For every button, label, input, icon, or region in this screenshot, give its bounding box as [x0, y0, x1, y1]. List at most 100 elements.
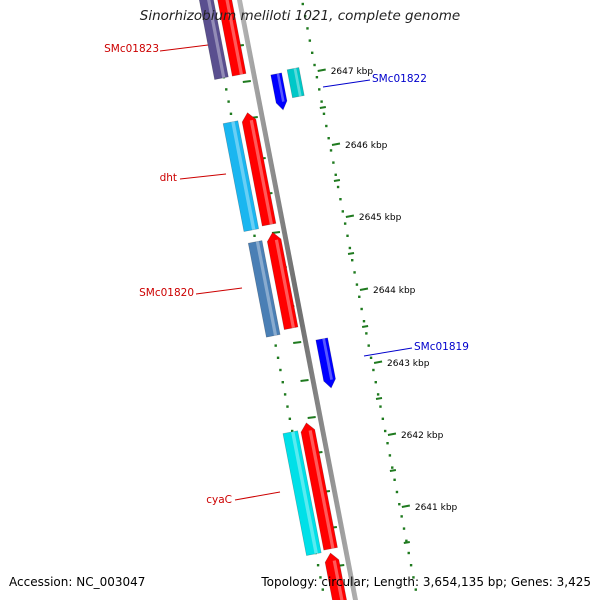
scale-ticks: 2647 kbp 2646 kbp 2645 kbp 2644 kbp 2643 kbp… — [235, 44, 458, 567]
guide-dot — [283, 393, 287, 396]
guide-dot — [303, 15, 307, 18]
genome-summary-text: Topology: circular; Length: 3,654,135 bp… — [261, 575, 591, 589]
guide-dot — [400, 515, 403, 518]
gene-label-smc01823[interactable]: SMc01823 — [104, 43, 159, 55]
gene-label-dht[interactable]: dht — [160, 172, 177, 184]
cds-smc01822-box[interactable] — [270, 72, 288, 111]
guide-dot — [313, 63, 316, 67]
guide-dot — [395, 490, 399, 494]
guide-dot — [341, 210, 345, 213]
gene-label-leader — [322, 79, 371, 88]
cds-smc01820-box[interactable] — [266, 231, 299, 330]
cds-smc01823-box-shine — [225, 0, 244, 75]
scale-tick-major — [401, 504, 411, 508]
guide-dot — [225, 88, 228, 91]
guide-dot — [346, 234, 349, 237]
scale-tick-minor — [300, 379, 309, 382]
guide-dot — [383, 429, 387, 433]
cds-dht-box[interactable] — [241, 112, 277, 227]
guide-dot — [320, 100, 323, 103]
scale-tick-label: 2645 kbp — [359, 213, 402, 223]
gene-cyac-box[interactable] — [282, 430, 322, 556]
scale-tick-major — [317, 68, 326, 72]
guide-dot — [253, 234, 256, 237]
scale-tick-minor — [347, 252, 355, 255]
guide-dot — [388, 454, 392, 457]
guide-dot — [306, 27, 309, 30]
guide-dot — [414, 588, 417, 591]
scale-tick-minor — [307, 416, 316, 419]
guide-dot — [308, 39, 312, 42]
guide-dot — [412, 576, 415, 579]
gene-smc01823-box[interactable] — [198, 0, 229, 80]
sequence-backbone — [237, 0, 358, 600]
cds-cyac-box-shine — [308, 430, 335, 549]
guide-dot — [288, 417, 292, 420]
scale-tick-major — [373, 360, 383, 364]
guide-dot — [348, 246, 352, 250]
guide-dot — [329, 149, 333, 152]
scale-tick-major — [331, 142, 341, 146]
guide-dot — [310, 51, 314, 54]
scale-tick-major — [359, 287, 369, 291]
guide-dot — [367, 344, 370, 347]
guide-dot — [274, 344, 277, 347]
guide-dot — [402, 527, 406, 530]
gene-smc01823-box-shine — [207, 0, 226, 79]
gene-label-cyac[interactable]: cyaC — [206, 494, 232, 506]
guide-dot — [322, 112, 326, 115]
guide-dot — [407, 551, 410, 555]
gene-label-smc01819[interactable]: SMc01819 — [414, 341, 469, 353]
cds-cyac-box[interactable] — [300, 422, 338, 551]
guide-dot — [327, 137, 330, 140]
gene-label-leader — [363, 347, 413, 357]
gene-smc01820-box[interactable] — [247, 240, 281, 338]
guide-dot — [332, 161, 335, 164]
guide-dot — [379, 405, 382, 408]
guide-dot — [353, 271, 356, 274]
scale-tick-minor — [389, 469, 397, 472]
guide-dot — [315, 76, 319, 79]
guide-dot — [381, 417, 385, 420]
gene-smc01822-box[interactable] — [286, 67, 305, 99]
guide-dot — [351, 259, 354, 262]
guide-dot — [405, 539, 408, 542]
guide-dot — [391, 466, 394, 469]
genome-title: Sinorhizobium meliloti 1021, complete ge… — [139, 8, 461, 24]
guide-dot — [369, 356, 373, 359]
guide-dot — [409, 564, 413, 567]
guide-dot — [339, 198, 342, 201]
cds-partial-box-shine — [332, 560, 344, 600]
guide-dot — [316, 564, 320, 567]
guide-dot — [376, 393, 380, 396]
gene-label-leader — [195, 287, 243, 295]
gene-labels: SMc01823 SMc01822 dht SMc01820 SMc01819 cyaC — [104, 43, 469, 506]
scale-tick-label: 2642 kbp — [401, 431, 444, 441]
guide-dot — [286, 405, 289, 408]
guide-dot — [372, 368, 375, 372]
scale-tick-label: 2647 kbp — [331, 67, 374, 77]
gene-label-smc01820[interactable]: SMc01820 — [139, 287, 194, 299]
scale-tick-minor — [333, 179, 341, 182]
scale-tick-minor — [375, 397, 383, 400]
guide-dot — [334, 173, 337, 176]
guide-dot — [325, 124, 328, 128]
scale-tick-minor — [293, 341, 302, 344]
guide-dot — [319, 576, 322, 579]
scale-tick-label: 2644 kbp — [373, 286, 416, 296]
cds-smc01819-box[interactable] — [315, 337, 336, 389]
guide-dot — [276, 356, 280, 359]
guide-dot — [343, 222, 347, 225]
scale-tick-label: 2646 kbp — [345, 141, 388, 151]
guide-dot — [229, 112, 233, 115]
cds-partial-box[interactable] — [324, 552, 349, 600]
scale-tick-minor — [403, 541, 410, 544]
gene-smc01822-box-shine — [293, 67, 302, 97]
cds-smc01822-box-shine — [276, 73, 285, 102]
gene-cyac-box-shine — [291, 431, 318, 555]
gene-label-smc01822[interactable]: SMc01822 — [372, 73, 427, 85]
gene-dht-box[interactable] — [222, 120, 260, 232]
cds-smc01823-box[interactable] — [216, 0, 247, 77]
guide-dot — [301, 2, 304, 6]
